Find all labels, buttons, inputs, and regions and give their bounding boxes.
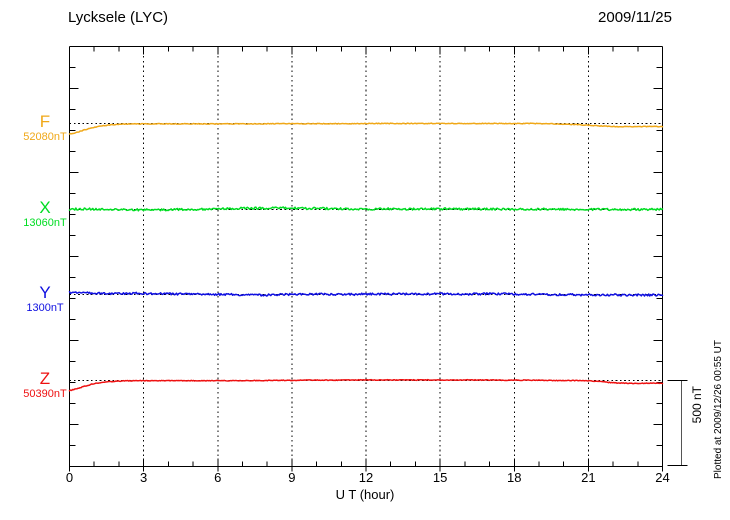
data-traces-group xyxy=(68,122,664,392)
axis-ticks-group xyxy=(69,46,663,472)
component-value-f: 52080nT xyxy=(23,130,67,143)
component-value-z: 50390nT xyxy=(23,387,67,400)
x-tick-label-0: 0 xyxy=(65,470,74,485)
x-tick-label-6: 6 xyxy=(214,470,222,485)
component-letter-z: Z xyxy=(39,368,51,388)
x-tick-label-9: 9 xyxy=(288,470,296,485)
component-value-x: 13060nT xyxy=(23,216,67,229)
component-letter-y: Y xyxy=(39,282,51,302)
component-letter-f: F xyxy=(39,111,51,131)
x-tick-label-3: 3 xyxy=(140,470,148,485)
page-title: Lycksele (LYC) xyxy=(68,9,169,26)
scale-bar xyxy=(667,379,688,467)
component-label-f: F 52080nT xyxy=(23,113,66,145)
observation-date: 2009/11/25 xyxy=(598,9,672,26)
gridlines-group xyxy=(143,46,589,467)
component-label-x: X 13060nT xyxy=(23,199,66,231)
component-label-z: Z 50390nT xyxy=(23,370,66,402)
component-letter-x: X xyxy=(39,197,51,217)
scale-bar-label: 500 nT xyxy=(690,386,704,424)
x-tick-label-24: 24 xyxy=(655,470,670,485)
x-tick-label-15: 15 xyxy=(432,470,448,485)
x-tick-label-18: 18 xyxy=(507,470,522,485)
plotted-timestamp: Plotted at 2009/12/26 00:55 UT xyxy=(713,340,724,479)
x-axis-title: U T (hour) xyxy=(335,487,395,502)
x-tick-label-21: 21 xyxy=(581,470,596,485)
component-label-y: Y 1300nT xyxy=(26,284,63,316)
x-tick-label-12: 12 xyxy=(358,470,374,485)
component-value-y: 1300nT xyxy=(26,301,64,314)
